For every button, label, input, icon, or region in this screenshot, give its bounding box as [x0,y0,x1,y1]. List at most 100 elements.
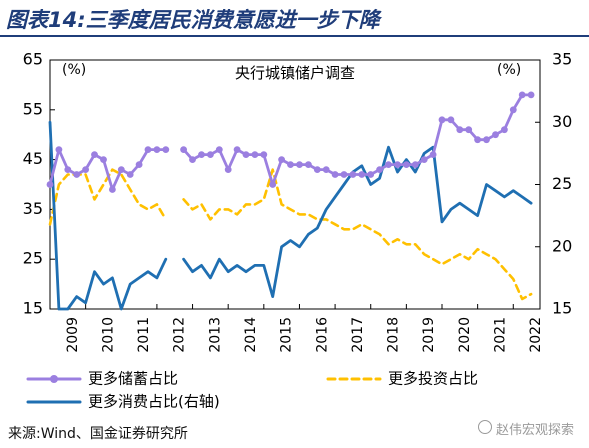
series-point [474,136,481,144]
series-point [429,151,437,158]
x-tick-label: 2013 [207,317,223,353]
series-point [447,116,455,124]
series-point [403,161,410,168]
series-point [483,136,490,144]
series-point [420,156,428,163]
series-point [287,161,294,168]
series-point [278,156,285,163]
series-point [269,181,277,188]
series-point [438,116,446,124]
legend-label: 更多投资占比 [388,370,478,388]
series-point [394,161,401,168]
series-point [135,161,143,168]
watermark: 赵伟宏观探索 [478,418,586,440]
series-point [144,146,152,153]
x-tick-label: 2021 [492,317,508,353]
x-tick-label: 2016 [314,317,330,353]
series-point [126,171,134,178]
x-tick-label: 2020 [457,317,473,353]
series-point [313,166,321,173]
left-axis-ticks: 65 55 45 35 25 15 [23,50,55,318]
chart-title: 央行城镇储户调查 [235,64,355,82]
x-tick-label: 2009 [65,317,81,353]
series-point [224,166,232,173]
header-rule [0,35,589,37]
series-point [180,146,188,153]
series-point [55,146,63,153]
series-point [456,126,464,134]
left-tick-label: 25 [23,249,43,268]
series-point [207,151,214,158]
series-point [198,151,205,158]
left-tick-label: 65 [23,50,43,69]
series-point [527,91,535,99]
series-point [117,166,125,173]
series-1 [48,168,533,301]
x-tick-label: 2012 [172,317,188,353]
series-point [260,151,268,158]
right-axis-unit: (%) [497,62,521,78]
series-point [73,171,81,178]
series-layer [46,91,535,311]
plot-frame [49,59,541,310]
legend-marker [50,375,58,383]
x-tick-label: 2011 [136,317,152,353]
left-tick-label: 15 [23,299,43,318]
series-point [358,171,366,178]
series-0 [46,91,535,193]
legend-label: 更多消费占比(右轴) [88,393,220,411]
series-point [46,181,54,188]
series-point [501,126,508,134]
series-point [465,126,473,134]
series-point [340,171,348,178]
left-tick-label: 35 [23,199,43,218]
right-tick-label: 20 [552,236,572,255]
series-point [322,166,330,173]
series-point [349,171,357,178]
x-tick-label: 2019 [421,317,437,353]
series-point [296,161,303,168]
wechat-icon [478,420,492,434]
right-tick-label: 25 [552,174,572,193]
figure-title: 图表14:三季度居民消费意愿进一步下降 [6,8,380,32]
series-point [82,166,89,173]
series-point [91,151,98,158]
left-axis-unit: (%) [62,62,86,78]
x-tick-label: 2014 [243,317,259,353]
watermark-text: 赵伟宏观探索 [496,423,575,438]
series-line [182,145,533,299]
series-point [162,146,170,153]
series-point [189,156,196,163]
legend-label: 更多储蓄占比 [88,370,178,388]
x-tick-label: 2015 [279,317,295,353]
x-tick-label: 2017 [350,317,366,353]
series-point [376,166,383,173]
series-point [367,171,375,178]
series-2 [48,120,533,311]
series-point [305,161,312,168]
series-line [182,93,533,186]
x-axis-ticks: 2009 2010 2011 2012 2013 2014 2015 2016 2017 2018… [49,304,544,353]
figure-header: 图表14:三季度居民消费意愿进一步下降 [0,0,589,40]
source-note: 来源:Wind、国金证券研究所 [8,426,188,442]
x-tick-label: 2018 [386,317,402,353]
series-line [48,120,168,311]
right-tick-label: 30 [552,112,572,131]
series-point [100,156,107,163]
series-point [153,146,161,153]
series-point [509,106,517,114]
right-tick-label: 15 [552,299,572,318]
series-line [182,168,533,301]
series-point [251,151,259,158]
series-point [64,166,72,173]
right-axis-ticks: 35 30 25 20 15 [535,50,572,318]
series-point [518,91,526,99]
series-point [385,161,392,168]
series-point [109,186,116,193]
series-point [215,146,223,153]
x-tick-label: 2010 [100,317,116,353]
series-point [233,146,241,153]
